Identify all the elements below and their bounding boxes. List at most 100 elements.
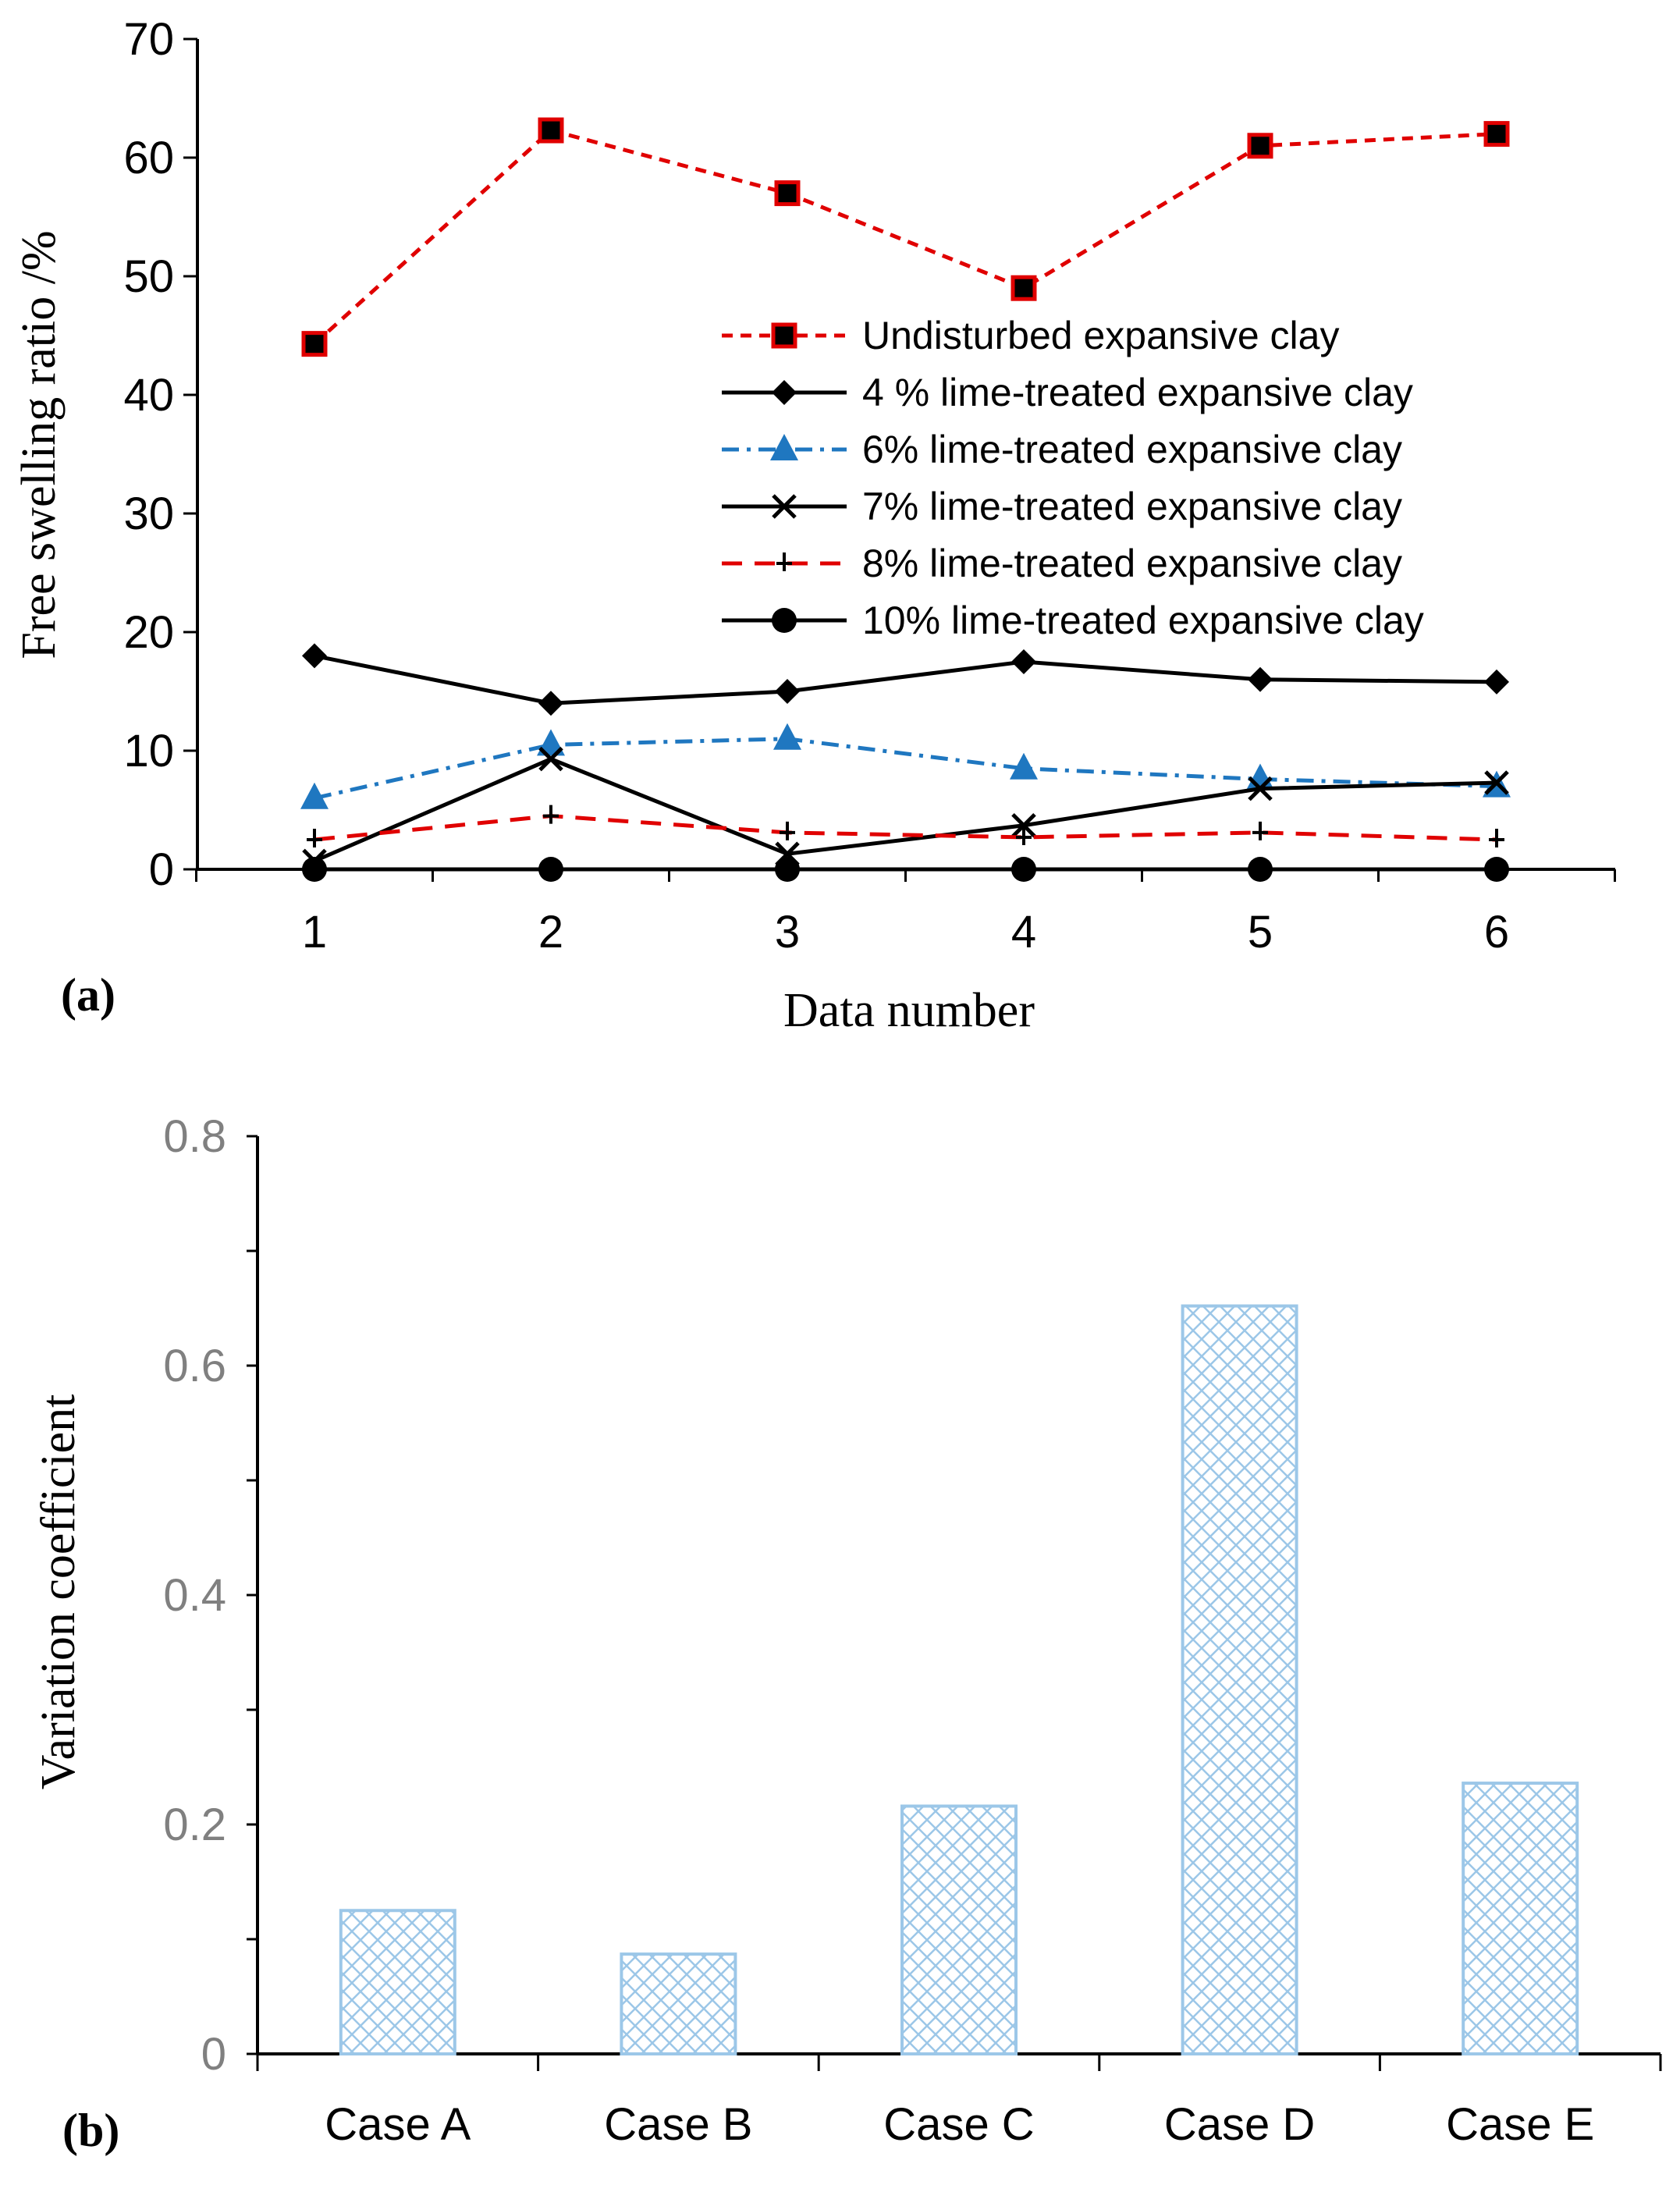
bar-case-e	[1462, 1782, 1579, 2056]
legend-item-5: 8% lime-treated expansive clay	[722, 542, 1402, 585]
y-tick-label: 0.2	[163, 1800, 226, 1850]
data-point	[1483, 121, 1510, 147]
x-tick-label: 2	[538, 907, 563, 957]
panel-b-y-ticks: 0 0.2 0.4 0.6 0.8	[163, 1111, 258, 2080]
legend-item-4: 7% lime-treated expansive clay	[722, 485, 1402, 528]
x-tick-label: 4	[1011, 907, 1036, 957]
data-point	[775, 679, 800, 704]
x-tick-label: Case B	[604, 2099, 752, 2150]
data-point	[538, 746, 563, 772]
panel-a-series	[300, 117, 1511, 882]
legend-marker	[770, 434, 798, 460]
panel-a-label: (a)	[61, 969, 115, 1021]
data-point	[780, 821, 795, 840]
series-line-3	[314, 737, 1497, 801]
data-point	[775, 857, 800, 882]
data-point	[1248, 666, 1273, 692]
legend-item-1: Undisturbed expansive clay	[722, 314, 1339, 357]
data-point	[300, 782, 329, 809]
y-tick-label: 20	[123, 607, 174, 658]
data-point	[1016, 826, 1032, 845]
legend-marker	[772, 494, 797, 519]
series-1	[301, 117, 1510, 357]
y-tick-label: 60	[123, 133, 174, 183]
y-tick-label: 10	[123, 726, 174, 776]
panel-a-x-axis-title: Data number	[783, 984, 1035, 1037]
panel-a-line-chart: 0 10 20 30 40 50 60 70 1 2 3 4 5 6 Undisturbed expan…	[12, 14, 1616, 1037]
bar-case-c	[900, 1804, 1018, 2055]
data-point	[301, 331, 328, 357]
y-tick-label: 50	[123, 251, 174, 302]
data-point	[1248, 857, 1273, 882]
panel-b-label: (b)	[62, 2105, 119, 2156]
legend-item-6: 10% lime-treated expansive clay	[722, 599, 1424, 642]
x-tick-label: Case D	[1164, 2099, 1315, 2150]
data-point	[1011, 812, 1036, 838]
data-point	[1484, 770, 1509, 795]
panel-a-y-ticks: 0 10 20 30 40 50 60 70	[123, 14, 197, 895]
x-tick-label: 1	[302, 907, 327, 957]
series-3	[300, 723, 1511, 809]
legend-label: 6% lime-treated expansive clay	[862, 428, 1402, 471]
bar-case-b	[620, 1952, 737, 2056]
legend-item-3: 6% lime-treated expansive clay	[722, 428, 1402, 471]
data-point	[302, 643, 327, 669]
series-line-5	[314, 814, 1497, 842]
legend-label: 4 % lime-treated expansive clay	[862, 371, 1413, 414]
data-point	[1252, 821, 1268, 840]
data-point	[773, 723, 801, 750]
x-tick-label: Case A	[325, 2099, 471, 2150]
data-point	[538, 117, 564, 144]
data-point	[302, 857, 327, 882]
panel-a-y-axis-title: Free swelling ratio /%	[12, 230, 66, 659]
series-line-2	[314, 653, 1497, 705]
x-tick-label: 5	[1248, 907, 1273, 957]
panel-b-y-axis-title: Variation coefficient	[32, 1394, 85, 1790]
data-point	[538, 857, 563, 882]
legend-marker	[772, 608, 797, 633]
data-point	[537, 729, 565, 756]
data-point	[774, 180, 801, 207]
x-tick-label: Case C	[883, 2099, 1034, 2150]
legend-marker	[776, 552, 792, 571]
y-tick-label: 0.6	[163, 1341, 226, 1391]
y-tick-label: 0	[149, 844, 174, 895]
legend-label: 8% lime-treated expansive clay	[862, 542, 1402, 585]
series-line-4	[314, 756, 1497, 863]
panel-b-bar-chart: 00.20.40.60.8 Case A Case B Case C Case D Ca…	[32, 1111, 1662, 2156]
panel-b-bars	[339, 1304, 1579, 2056]
series-6	[302, 857, 1509, 882]
data-point	[307, 829, 322, 847]
series-line-1	[313, 128, 1497, 346]
data-point	[1484, 857, 1509, 882]
panel-a-legend: Undisturbed expansive clay 4 % lime-treat…	[722, 314, 1424, 642]
bar-case-d	[1181, 1304, 1298, 2056]
data-point	[1011, 857, 1036, 882]
legend-marker	[771, 322, 797, 349]
x-tick-label: Case E	[1446, 2099, 1594, 2150]
panel-a-x-ticks: 1 2 3 4 5 6	[195, 869, 1616, 957]
data-point	[543, 805, 559, 824]
legend-label: 10% lime-treated expansive clay	[862, 599, 1424, 642]
y-tick-label: 30	[123, 489, 174, 539]
data-point	[1248, 776, 1273, 801]
data-point	[1489, 829, 1504, 847]
data-point	[1010, 752, 1038, 780]
y-tick-label: 40	[123, 370, 174, 421]
data-point	[1247, 133, 1273, 159]
y-tick-label: 70	[123, 14, 174, 65]
panel-b-x-ticks: Case A Case B Case C Case D Case E	[256, 2054, 1662, 2150]
y-tick-label: 0	[201, 2029, 226, 2080]
legend-item-2: 4 % lime-treated expansive clay	[722, 371, 1413, 414]
data-point	[1011, 649, 1036, 674]
y-tick-label: 0.4	[163, 1570, 226, 1621]
legend-label: 7% lime-treated expansive clay	[862, 485, 1402, 528]
bar-case-a	[339, 1909, 456, 2055]
legend-marker	[772, 380, 797, 405]
series-5	[307, 805, 1504, 847]
legend-label: Undisturbed expansive clay	[862, 314, 1339, 357]
series-4	[302, 746, 1509, 874]
data-point	[1010, 275, 1037, 301]
series-2	[302, 643, 1509, 716]
